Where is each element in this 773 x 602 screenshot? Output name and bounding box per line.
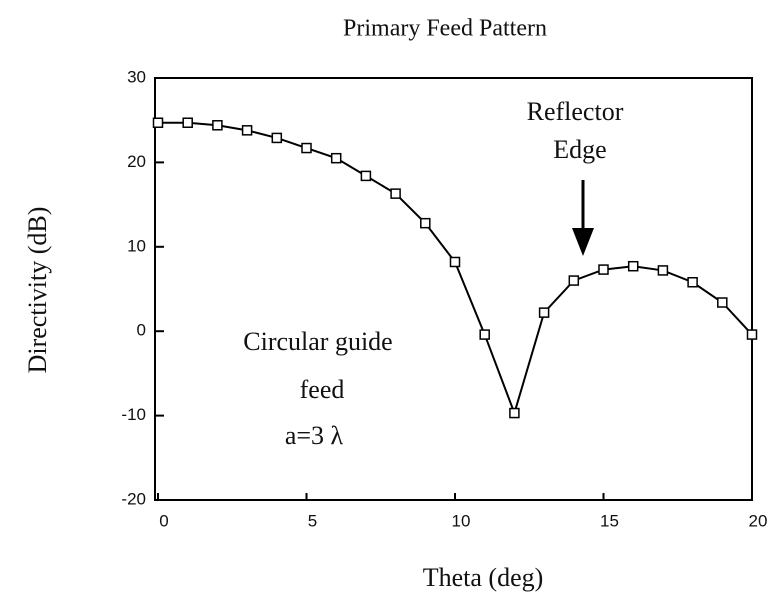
- point-marker: [212, 120, 223, 131]
- point-marker: [241, 125, 253, 136]
- point-marker: [271, 132, 283, 144]
- annotation: a=3 λ: [285, 421, 344, 450]
- point-marker: [687, 276, 698, 288]
- plot-frame: [154, 77, 753, 501]
- point-marker: [301, 142, 312, 154]
- point-marker: [746, 329, 758, 340]
- point-marker: [627, 260, 639, 272]
- point-marker: [598, 264, 609, 275]
- y-tick-label: 20: [127, 152, 146, 171]
- y-tick-label: 0: [137, 321, 146, 340]
- annotation: Edge: [553, 135, 606, 164]
- point-marker: [420, 217, 431, 229]
- x-tick-label: 15: [600, 511, 619, 530]
- y-tick-label: -10: [121, 405, 146, 424]
- y-tick-label: -20: [121, 489, 146, 508]
- annotation: Reflector: [527, 97, 624, 126]
- point-marker: [509, 407, 520, 419]
- point-marker: [330, 152, 342, 164]
- x-tick-label: 20: [749, 511, 768, 530]
- x-tick-label: 0: [159, 511, 168, 530]
- point-marker: [479, 329, 490, 340]
- point-marker: [360, 170, 372, 182]
- x-axis-label: Theta (deg): [423, 563, 544, 592]
- y-tick-label: 30: [127, 67, 146, 86]
- x-tick-label: 5: [308, 511, 317, 530]
- annotation: Circular guide: [243, 327, 392, 356]
- point-marker: [390, 188, 401, 199]
- point-marker: [538, 307, 550, 318]
- annotation: feed: [300, 375, 345, 404]
- x-tick-label: 10: [452, 511, 471, 530]
- point-marker: [717, 297, 728, 308]
- point-marker: [182, 117, 193, 128]
- point-marker: [657, 265, 669, 276]
- point-marker: [152, 117, 164, 128]
- point-marker: [568, 275, 580, 286]
- arrow: [572, 180, 594, 256]
- chart-title: Primary Feed Pattern: [343, 16, 547, 42]
- y-tick-label: 10: [127, 236, 146, 255]
- point-marker: [449, 256, 461, 268]
- y-axis-label: Directivity (dB): [23, 207, 52, 374]
